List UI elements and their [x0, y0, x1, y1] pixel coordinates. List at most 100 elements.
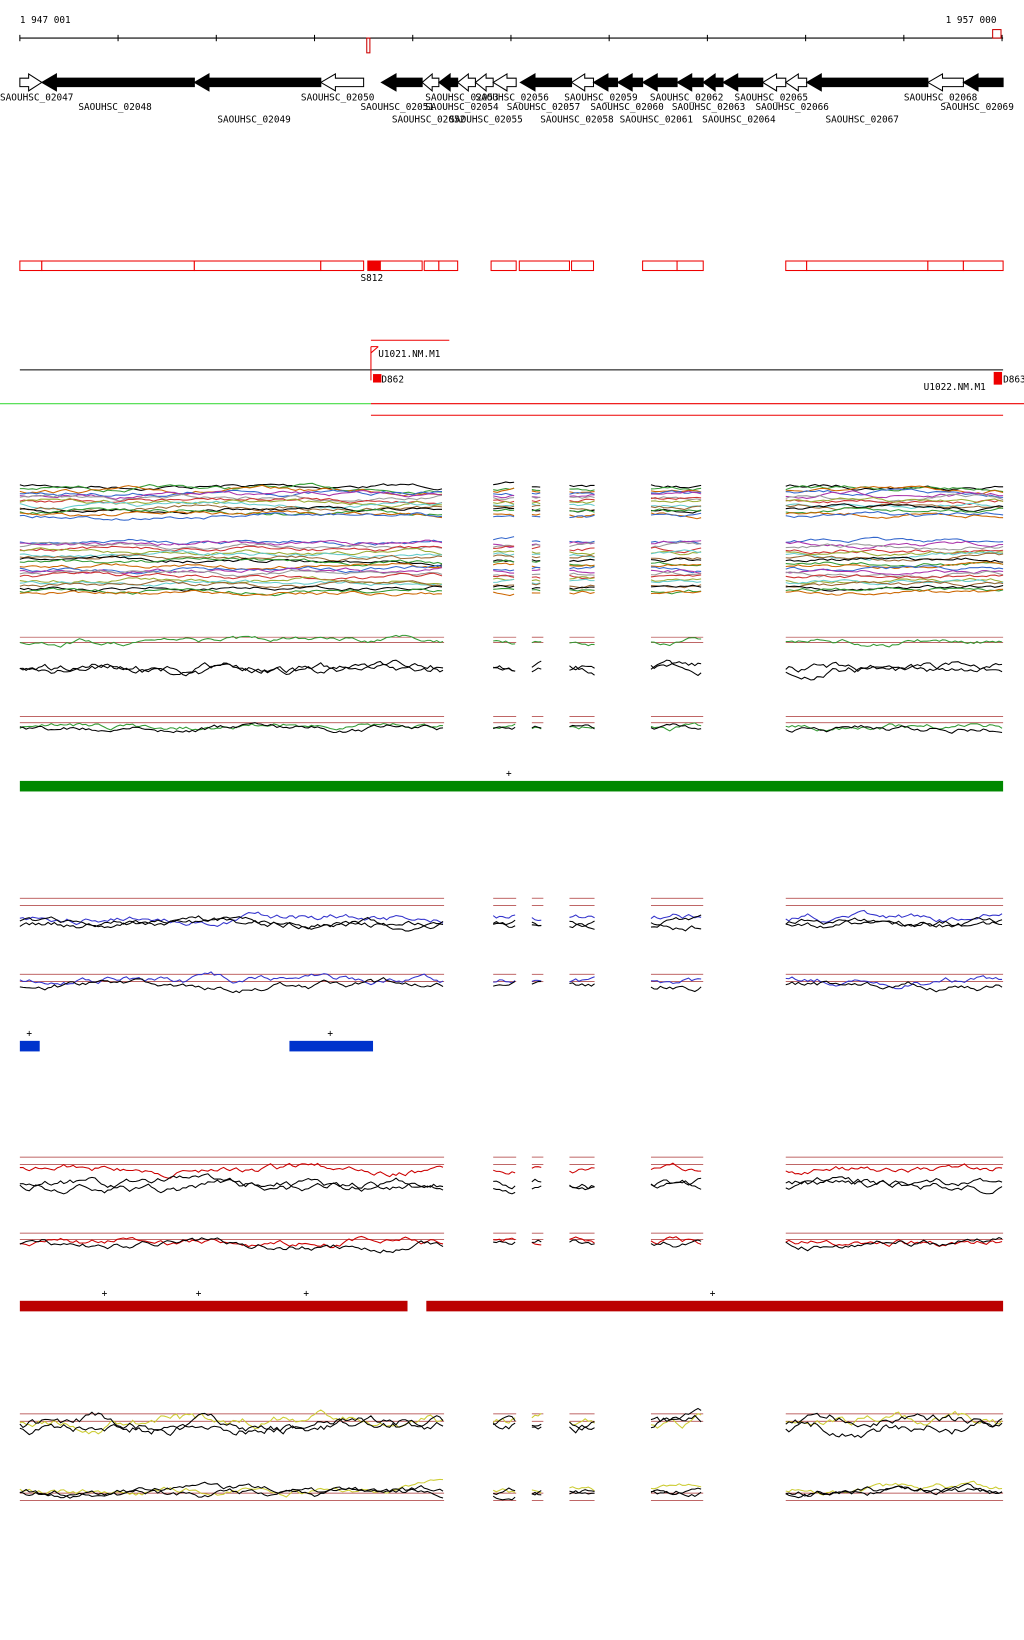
signal-line: [493, 504, 515, 507]
segment-box: [41, 260, 195, 272]
signal-line: [19, 587, 443, 597]
signal-line: [569, 725, 595, 730]
signal-line: [650, 723, 702, 730]
signal-line: [531, 1185, 542, 1190]
signal-line: [531, 589, 541, 592]
signal-line: [19, 1409, 444, 1435]
signal-line: [19, 722, 444, 734]
signal-line: [785, 511, 1004, 519]
signal-line: [569, 495, 595, 499]
signal-line: [650, 1236, 702, 1245]
signal-line: [785, 568, 1004, 576]
region-bar: [19, 1300, 408, 1312]
signal-line: [493, 640, 516, 645]
strand-mark: +: [196, 1289, 202, 1300]
signal-line: [531, 499, 541, 503]
signal-line: [19, 1486, 444, 1499]
gene-label: SAOUHSC_02062: [650, 92, 723, 103]
signal-line: [19, 500, 443, 510]
signal-line: [19, 579, 443, 587]
feature-start: [370, 346, 379, 381]
signal-line: [785, 1412, 1003, 1428]
gene-label: SAOUHSC_02058: [540, 115, 614, 126]
signal-line: [650, 913, 702, 920]
signal-line: [569, 494, 595, 498]
signal-line: [531, 660, 542, 668]
gene-label: SAOUHSC_02065: [735, 92, 808, 103]
region-bar: [289, 1040, 374, 1052]
signal-line: [650, 571, 702, 577]
signal-line: [531, 559, 541, 562]
signal-line: [785, 909, 1003, 923]
signal-line: [785, 536, 1004, 543]
gene-arrow: [474, 72, 494, 92]
segment-label: S812: [360, 273, 383, 284]
signal-line: [493, 559, 515, 563]
gene-label: SAOUHSC_02048: [78, 102, 152, 113]
signal-line: [650, 496, 702, 500]
signal-line: [785, 917, 1003, 929]
signal-line: [569, 1421, 595, 1429]
signal-line: [785, 1177, 1003, 1188]
strand-mark: +: [327, 1029, 333, 1040]
signal-line: [650, 566, 702, 574]
signal-line: [650, 584, 702, 588]
signal-line: [19, 571, 443, 581]
signal-line: [650, 508, 702, 513]
signal-line: [19, 659, 444, 676]
signal-line: [493, 1240, 516, 1246]
signal-line: [493, 508, 515, 512]
signal-line: [569, 514, 595, 519]
signal-line: [493, 578, 515, 583]
signal-line: [569, 665, 595, 676]
signal-line: [493, 513, 515, 517]
signal-line: [785, 1237, 1003, 1252]
signal-line: [569, 488, 595, 492]
signal-line: [19, 557, 443, 567]
signal-line: [785, 511, 1004, 519]
ruler-marker: [992, 29, 1002, 39]
gene-label: SAOUHSC_02059: [564, 92, 638, 103]
signal-line: [19, 1173, 444, 1192]
signal-line: [650, 508, 702, 514]
signal-line: [19, 504, 443, 512]
signal-line: [785, 980, 1003, 993]
gene-label: SAOUHSC_02052: [392, 115, 465, 126]
signal-line: [493, 562, 515, 566]
signal-line: [531, 576, 541, 579]
signal-line: [650, 590, 702, 595]
signal-line: [492, 921, 516, 928]
signal-line: [785, 579, 1004, 586]
signal-line: [531, 726, 542, 730]
signal-line: [650, 556, 702, 562]
signal-line: [785, 586, 1004, 592]
gene-arrow: [641, 73, 678, 92]
signal-line: [493, 726, 516, 730]
feature-label: U1022.NM.M1: [924, 382, 986, 393]
signal-line: [493, 723, 516, 730]
signal-line: [493, 506, 515, 510]
signal-line: [531, 489, 541, 492]
signal-line: [650, 924, 702, 932]
signal-line: [531, 582, 541, 585]
signal-line: [569, 976, 595, 983]
signal-line: [493, 591, 515, 597]
gene-arrow: [319, 73, 365, 92]
signal-line: [531, 583, 541, 586]
signal-line: [650, 489, 702, 493]
signal-line: [19, 541, 443, 550]
signal-line: [785, 1480, 1003, 1496]
strand-mark: +: [26, 1029, 32, 1040]
signal-line: [569, 586, 595, 590]
signal-line: [531, 490, 541, 493]
signal-line: [569, 641, 595, 647]
gene-arrow: [193, 73, 322, 92]
signal-line: [531, 917, 542, 922]
segment-box: [379, 260, 423, 272]
signal-line: [493, 505, 515, 508]
signal-line: [569, 551, 595, 556]
signal-line: [785, 496, 1004, 504]
gene-arrow: [421, 72, 440, 93]
segment-box: [518, 260, 570, 272]
